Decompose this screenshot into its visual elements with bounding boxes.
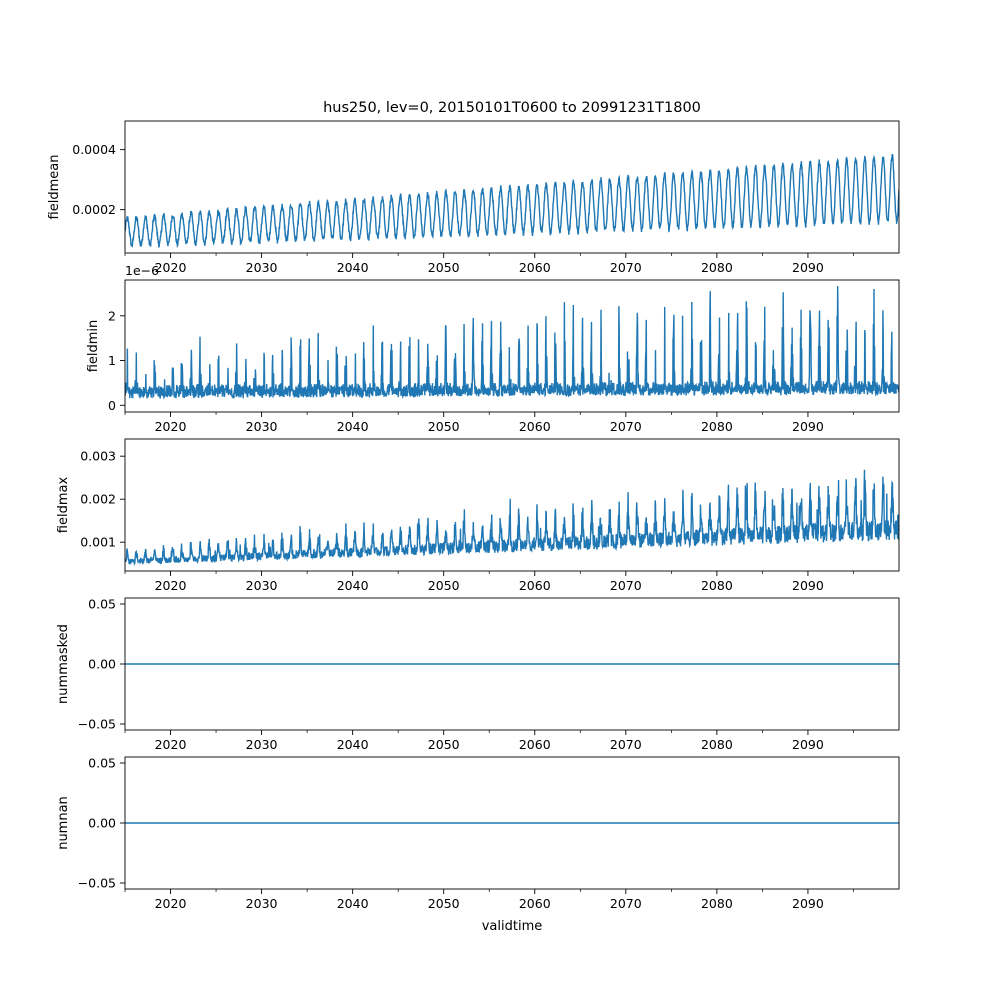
x-tick-label-nummasked-2070: 2070 — [610, 737, 642, 752]
x-tick-label-numnan-2070: 2070 — [610, 896, 642, 911]
panel-numnan: 2020 2030 2040 2050 2060 2070 2080 2090 −0.05 0.0… — [56, 756, 900, 911]
chart-title: hus250, lev=0, 20150101T0600 to 20991231… — [323, 100, 701, 116]
x-tick-label-nummasked-2090: 2090 — [792, 737, 824, 752]
x-tick-label-fieldmean-2040: 2040 — [337, 260, 369, 275]
x-tick-label-fieldmax-2060: 2060 — [519, 578, 551, 593]
x-tick-label-numnan-2030: 2030 — [246, 896, 278, 911]
x-tick-label-fieldmean-2050: 2050 — [428, 260, 460, 275]
x-tick-label-fieldmean-2060: 2060 — [519, 260, 551, 275]
y-axis-label-fieldmin: fieldmin — [86, 320, 101, 373]
y-tick-label-fieldmin-2: 2 — [108, 308, 116, 323]
x-tick-label-fieldmin-2040: 2040 — [337, 419, 369, 434]
x-tick-label-fieldmax-2090: 2090 — [792, 578, 824, 593]
y-offset-text-fieldmin: 1e−6 — [125, 263, 159, 278]
x-tick-label-fieldmean-2090: 2090 — [792, 260, 824, 275]
y-axis-label-nummasked: nummasked — [56, 624, 71, 704]
x-tick-label-fieldmin-2020: 2020 — [155, 419, 187, 434]
x-tick-label-fieldmax-2080: 2080 — [701, 578, 733, 593]
x-tick-label-nummasked-2080: 2080 — [701, 737, 733, 752]
plot-frame-fieldmax — [124, 438, 900, 572]
y-axis-label-fieldmean: fieldmean — [47, 155, 62, 220]
y-tick-label-nummasked-0: −0.05 — [78, 717, 116, 732]
x-tick-label-nummasked-2060: 2060 — [519, 737, 551, 752]
x-axis-label: validtime — [482, 919, 543, 934]
panel-fieldmin: 2020 2030 2040 2050 2060 2070 2080 2090 0 1 2 1e−6 f… — [86, 263, 900, 434]
x-tick-label-fieldmax-2050: 2050 — [428, 578, 460, 593]
x-tick-label-fieldmin-2080: 2080 — [701, 419, 733, 434]
y-tick-label-numnan-0: −0.05 — [78, 876, 116, 891]
y-tick-label-fieldmin-0: 0 — [108, 398, 116, 413]
x-tick-label-numnan-2090: 2090 — [792, 896, 824, 911]
subplots: 2020 2030 2040 2050 2060 2070 2080 20900.00020.… — [47, 120, 900, 911]
plot-frame-fieldmean — [124, 120, 900, 254]
plot-frame-fieldmin — [124, 279, 900, 413]
x-tick-label-nummasked-2040: 2040 — [337, 737, 369, 752]
x-tick-label-fieldmax-2030: 2030 — [246, 578, 278, 593]
x-tick-label-nummasked-2030: 2030 — [246, 737, 278, 752]
y-tick-label-nummasked-2: 0.05 — [88, 597, 116, 612]
series-line-fieldmin — [125, 286, 899, 400]
x-tick-label-fieldmean-2080: 2080 — [701, 260, 733, 275]
panel-fieldmean: 2020 2030 2040 2050 2060 2070 2080 2090 0.0002 0.… — [47, 120, 900, 275]
x-tick-label-nummasked-2020: 2020 — [155, 737, 187, 752]
x-tick-label-fieldmax-2070: 2070 — [610, 578, 642, 593]
x-tick-label-fieldmean-2070: 2070 — [610, 260, 642, 275]
panel-nummasked: 2020 2030 2040 2050 2060 2070 2080 2090 −0.05 0.0… — [56, 597, 900, 752]
y-tick-label-fieldmean-1: 0.0004 — [72, 142, 116, 157]
x-tick-label-numnan-2050: 2050 — [428, 896, 460, 911]
x-tick-label-fieldmin-2090: 2090 — [792, 419, 824, 434]
x-tick-label-nummasked-2050: 2050 — [428, 737, 460, 752]
x-tick-label-numnan-2060: 2060 — [519, 896, 551, 911]
x-tick-label-numnan-2080: 2080 — [701, 896, 733, 911]
x-tick-label-fieldmean-2030: 2030 — [246, 260, 278, 275]
panel-fieldmax: 2020 2030 2040 2050 2060 2070 2080 2090 0.001 0.0… — [56, 438, 900, 593]
x-tick-label-fieldmin-2060: 2060 — [519, 419, 551, 434]
x-tick-label-fieldmax-2040: 2040 — [337, 578, 369, 593]
series-line-fieldmax — [125, 469, 899, 566]
y-axis-label-fieldmax: fieldmax — [56, 477, 71, 534]
y-tick-label-fieldmax-0: 0.001 — [80, 535, 116, 550]
x-tick-label-fieldmean-2020: 2020 — [155, 260, 187, 275]
y-tick-label-fieldmax-1: 0.002 — [80, 492, 116, 507]
x-tick-label-fieldmin-2070: 2070 — [610, 419, 642, 434]
y-tick-label-nummasked-1: 0.00 — [88, 657, 116, 672]
x-tick-label-fieldmin-2030: 2030 — [246, 419, 278, 434]
x-tick-label-numnan-2020: 2020 — [155, 896, 187, 911]
series-line-fieldmean — [125, 153, 899, 249]
y-tick-label-fieldmean-0: 0.0002 — [72, 202, 116, 217]
y-tick-label-fieldmin-1: 1 — [108, 353, 116, 368]
y-tick-label-fieldmax-2: 0.003 — [80, 449, 116, 464]
x-tick-label-fieldmin-2050: 2050 — [428, 419, 460, 434]
y-tick-label-numnan-1: 0.00 — [88, 816, 116, 831]
x-tick-label-numnan-2040: 2040 — [337, 896, 369, 911]
x-tick-label-fieldmax-2020: 2020 — [155, 578, 187, 593]
y-axis-label-numnan: numnan — [56, 796, 71, 850]
y-tick-label-numnan-2: 0.05 — [88, 756, 116, 771]
